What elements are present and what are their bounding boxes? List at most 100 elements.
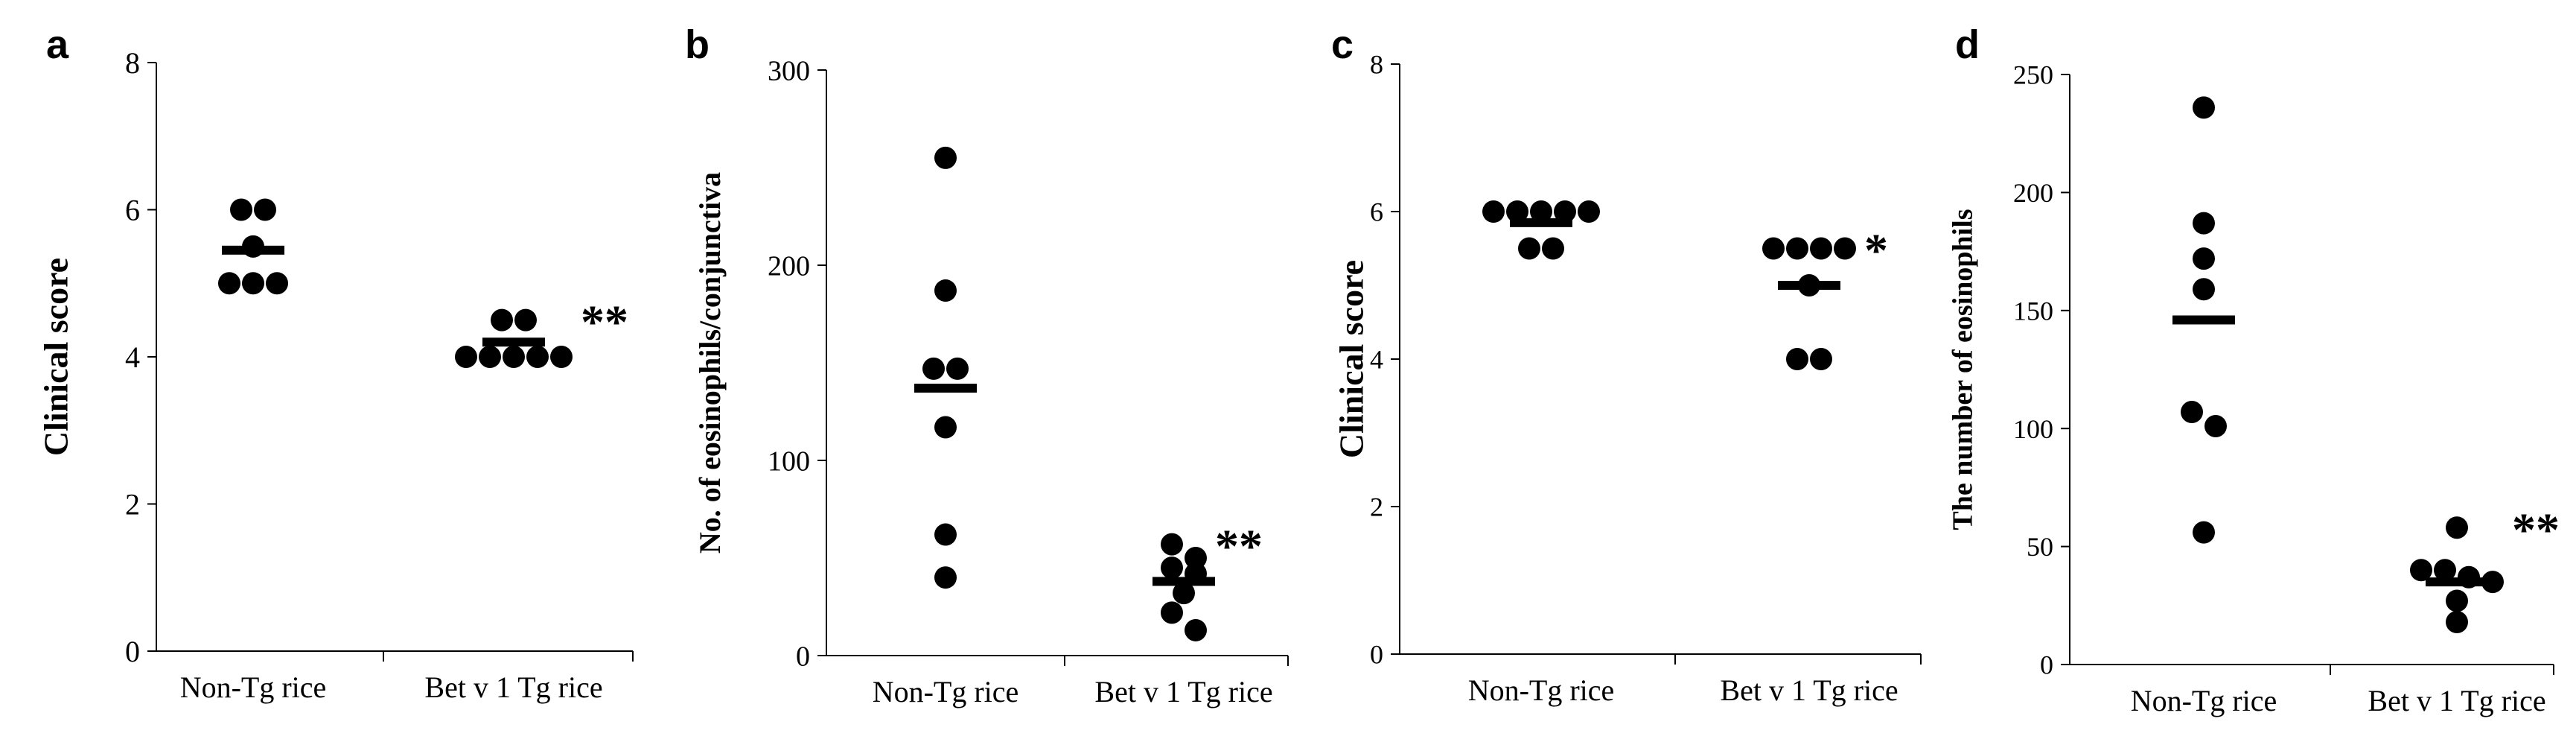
data-point: [1161, 601, 1183, 624]
data-point: [1810, 348, 1832, 370]
y-axis-title: Clinical score: [1333, 260, 1371, 458]
mean-bar: [1510, 218, 1572, 227]
y-tick-label: 6: [1370, 197, 1383, 227]
chart-svg: c 0 2 4 6 8 Non-Tg rice Bet v 1 Tg rice Clinical…: [1331, 22, 1922, 707]
data-point: [526, 346, 549, 368]
data-point: [934, 416, 957, 439]
data-point: [934, 279, 957, 302]
y-tick-label: 2: [1370, 492, 1383, 522]
panel-label: b: [685, 22, 710, 67]
x-category-label: Bet v 1 Tg rice: [2368, 684, 2545, 717]
y-axis-title: No. of eosinophils/conjunctiva: [693, 172, 727, 554]
mean-bar: [222, 245, 284, 255]
data-point: [2193, 212, 2215, 235]
data-point: [514, 308, 537, 332]
mean-bar: [2426, 577, 2488, 587]
significance-marker: *: [1864, 224, 1888, 277]
y-tick-label: 100: [768, 445, 810, 477]
x-category-label: Non-Tg rice: [180, 670, 327, 704]
data-point: [479, 346, 501, 368]
x-category-label: Non-Tg rice: [873, 675, 1019, 708]
x-category-label: Bet v 1 Tg rice: [1720, 673, 1898, 707]
data-point: [1482, 200, 1505, 223]
data-point: [934, 146, 957, 169]
panel-a: a 0 2 4 6 8 Non-Tg rice Bet v 1 Tg rice Clinical…: [0, 0, 648, 742]
panel-c: c 0 2 4 6 8 Non-Tg rice Bet v 1 Tg rice Clinical…: [1295, 0, 1936, 742]
y-axis-title: The number of eosinophils: [1948, 209, 1979, 530]
data-point: [455, 346, 477, 368]
data-point: [2193, 278, 2215, 301]
y-tick-label: 8: [125, 46, 140, 80]
data-point: [2193, 247, 2215, 270]
x-category-label: Bet v 1 Tg rice: [424, 670, 602, 704]
panel-label: a: [46, 22, 69, 67]
data-point: [2446, 589, 2468, 612]
y-tick-label: 50: [2027, 532, 2053, 562]
data-point: [550, 346, 573, 368]
data-point: [934, 523, 957, 546]
panel-b: b 0 100 200 300 Non-Tg rice Bet v 1 Tg rice No.…: [648, 0, 1295, 742]
significance-marker: **: [581, 296, 628, 349]
y-tick-label: 200: [2013, 178, 2053, 208]
mean-bar: [1778, 281, 1840, 290]
data-point: [2193, 96, 2215, 119]
y-tick-label: 6: [125, 194, 140, 227]
panel-d: d 0 50 100 150 200 250 Non-Tg rice Bet v 1 Tg ri…: [1936, 0, 2576, 742]
data-point: [1518, 237, 1540, 260]
data-point: [266, 272, 288, 295]
data-point: [1542, 237, 1564, 260]
y-tick-label: 100: [2013, 414, 2053, 444]
y-axis-title: Clinical score: [37, 258, 75, 456]
data-point: [218, 272, 240, 295]
data-point: [2181, 401, 2203, 424]
data-point: [1185, 547, 1207, 569]
x-category-label: Non-Tg rice: [2131, 684, 2277, 717]
data-point: [2446, 610, 2468, 633]
mean-bar: [914, 384, 977, 393]
mean-bar: [2172, 315, 2235, 325]
y-tick-label: 8: [1370, 50, 1383, 80]
x-category-label: Bet v 1 Tg rice: [1094, 675, 1272, 708]
mean-bar: [1152, 577, 1215, 586]
data-point: [2410, 559, 2432, 582]
y-tick-label: 250: [2013, 60, 2053, 90]
y-tick-label: 0: [2040, 650, 2053, 680]
data-point: [2434, 559, 2456, 582]
data-point: [922, 357, 945, 380]
chart-svg: d 0 50 100 150 200 250 Non-Tg rice Bet v 1 Tg ri…: [1948, 22, 2560, 717]
data-point: [1554, 200, 1576, 223]
data-point: [230, 198, 252, 221]
y-tick-label: 300: [768, 55, 810, 86]
data-point: [1173, 582, 1195, 605]
y-tick-label: 150: [2013, 296, 2053, 326]
y-tick-label: 2: [125, 488, 140, 521]
data-point: [1578, 200, 1600, 223]
data-point: [1786, 237, 1808, 260]
data-point: [2481, 571, 2504, 594]
data-point: [1530, 200, 1552, 223]
data-point: [1506, 200, 1528, 223]
data-point: [1161, 556, 1183, 580]
data-point: [1786, 348, 1808, 370]
data-point: [1762, 237, 1785, 260]
chart-svg: b 0 100 200 300 Non-Tg rice Bet v 1 Tg rice No.…: [685, 22, 1289, 708]
data-point: [491, 308, 513, 332]
data-point: [1161, 533, 1183, 556]
y-tick-label: 0: [796, 641, 810, 672]
y-tick-label: 0: [1370, 640, 1383, 670]
chart-svg: a 0 2 4 6 8 Non-Tg rice Bet v 1 Tg rice Clinical…: [37, 22, 634, 704]
data-point: [254, 198, 276, 221]
mean-bar: [482, 337, 545, 347]
data-point: [242, 272, 264, 295]
significance-marker: **: [2512, 503, 2560, 556]
data-point: [1185, 618, 1207, 641]
data-point: [2204, 415, 2227, 438]
significance-marker: **: [1215, 520, 1263, 573]
data-point: [1834, 237, 1856, 260]
data-point: [2446, 516, 2468, 539]
data-point: [946, 357, 969, 380]
panel-label: c: [1331, 22, 1354, 67]
y-tick-label: 0: [125, 635, 140, 668]
y-tick-label: 200: [768, 250, 810, 282]
